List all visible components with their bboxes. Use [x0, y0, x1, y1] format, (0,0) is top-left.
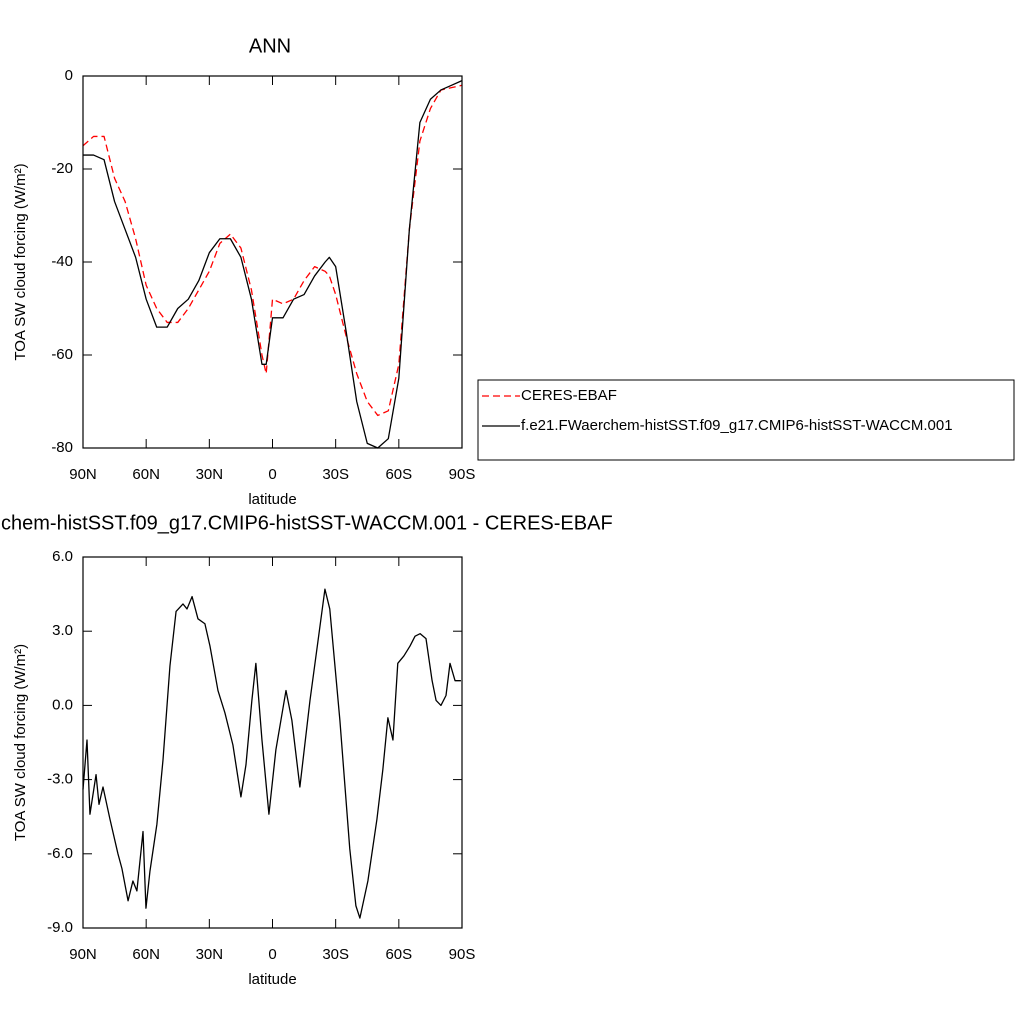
y-tick-label: -80: [51, 439, 73, 456]
x-axis-label: latitude: [248, 971, 296, 988]
y-axis-label: TOA SW cloud forcing (W/m²): [12, 644, 29, 841]
x-tick-label: 0: [268, 946, 276, 963]
x-tick-label: 60N: [132, 946, 160, 963]
chart-title: ANN: [249, 35, 291, 57]
y-tick-label: 0.0: [52, 696, 73, 713]
legend: CERES-EBAF f.e21.FWaerchem-histSST.f09_g1…: [477, 379, 1015, 461]
plot-frame: [82, 75, 463, 449]
y-tick-label: 6.0: [52, 548, 73, 565]
y-tick-label: -6.0: [47, 845, 73, 862]
x-tick-label: 90N: [69, 466, 97, 483]
legend-box: [477, 379, 1015, 461]
x-tick-label: 60S: [385, 466, 412, 483]
y-tick-label: -20: [51, 160, 73, 177]
chart-title: chem-histSST.f09_g17.CMIP6-histSST-WACCM…: [1, 512, 613, 534]
x-tick-label: 30S: [322, 946, 349, 963]
x-tick-label: 30N: [196, 946, 224, 963]
data-line: [83, 80, 463, 449]
x-tick-label: 30N: [196, 466, 224, 483]
x-tick-label: 90S: [449, 946, 476, 963]
y-axis-label: TOA SW cloud forcing (W/m²): [12, 163, 29, 360]
data-line: [82, 588, 461, 919]
y-tick-label: 3.0: [52, 622, 73, 639]
y-tick-label: -40: [51, 253, 73, 270]
y-tick-label: 0: [65, 67, 73, 84]
x-tick-label: 60N: [132, 466, 160, 483]
x-axis-label: latitude: [248, 491, 296, 508]
x-tick-label: 90S: [449, 466, 476, 483]
legend-label: f.e21.FWaerchem-histSST.f09_g17.CMIP6-hi…: [521, 417, 953, 434]
x-tick-label: 30S: [322, 466, 349, 483]
x-tick-label: 60S: [385, 946, 412, 963]
y-tick-label: -9.0: [47, 919, 73, 936]
y-tick-label: -60: [51, 346, 73, 363]
x-tick-label: 0: [268, 466, 276, 483]
y-tick-label: -3.0: [47, 771, 73, 788]
x-tick-label: 90N: [69, 946, 97, 963]
plot-frame: [82, 556, 463, 929]
legend-label: CERES-EBAF: [521, 387, 617, 404]
data-line: [82, 84, 463, 417]
